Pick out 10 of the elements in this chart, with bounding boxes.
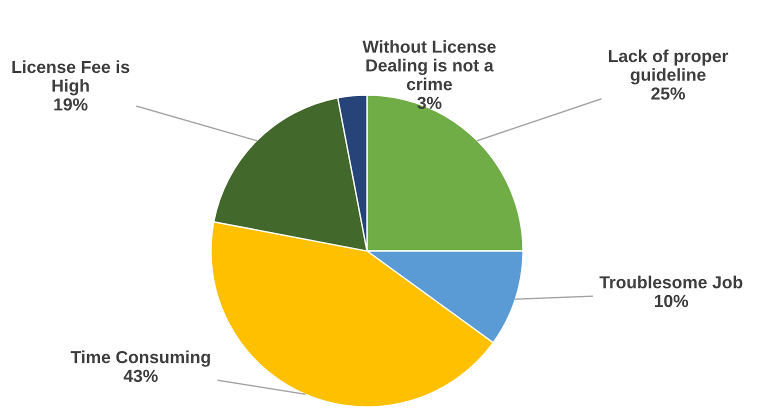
slice-label: Lack of proper guideline: [608, 49, 728, 84]
data-label: 43%: [124, 370, 158, 382]
slice-label: Without License Dealing is not a crime: [362, 40, 496, 90]
data-label: 10%: [654, 294, 688, 308]
data-label: 19%: [54, 98, 88, 111]
data-label: 25%: [651, 87, 685, 100]
slice-label: Time Consuming: [70, 350, 210, 367]
slice-label: Troublesome Job: [600, 276, 742, 288]
data-label: 3%: [417, 96, 442, 110]
slice-label: License Fee is High: [12, 60, 130, 96]
